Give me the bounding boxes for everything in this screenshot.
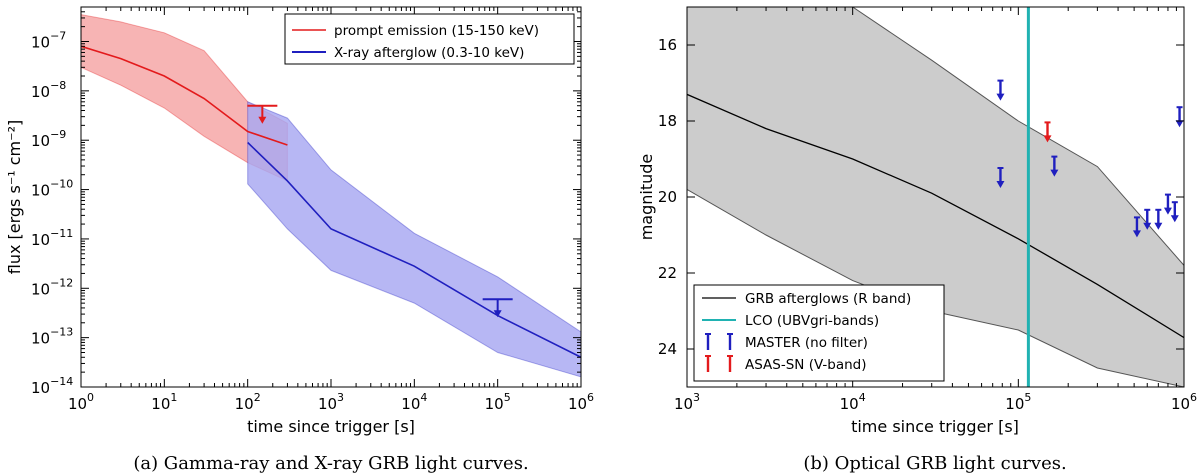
panel-b-legend: GRB afterglows (R band) LCO (UBVgri-bands… [693, 284, 945, 382]
y-tick-label: 10−7 [31, 29, 66, 51]
panel-b-xlabel: time since trigger [s] [851, 417, 1019, 436]
legend-label-0: prompt emission (15-150 keV) [334, 23, 539, 39]
legend-label-2: MASTER (no filter) [745, 335, 868, 351]
x-tick-label: 103 [674, 391, 700, 413]
y-tick-label: 22 [658, 264, 677, 282]
upper-limit-series-0-0 [247, 104, 278, 124]
x-tick-label: 100 [68, 391, 94, 413]
limit-arrowhead [1132, 230, 1141, 238]
master-upper-limit-7 [1170, 201, 1179, 223]
panel-a-ylabel: flux [ergs s⁻¹ cm⁻²] [5, 120, 24, 275]
line-series-0 [81, 45, 288, 146]
asassn-upper-limit-0 [1043, 121, 1052, 143]
master-upper-limit-1 [996, 167, 1005, 188]
limit-arrowhead [1170, 215, 1179, 223]
y-tick-label: 10−11 [31, 227, 73, 249]
limit-arrowhead [1143, 222, 1152, 230]
panel-b-legend-box [693, 284, 945, 382]
panel-b-bands [687, 7, 1184, 387]
x-tick-label: 104 [840, 391, 866, 413]
x-tick-label: 105 [485, 391, 511, 413]
limit-arrowhead [996, 93, 1005, 101]
panel-a-caption: (a) Gamma-ray and X-ray GRB light curves… [133, 453, 528, 474]
legend-label-0: GRB afterglows (R band) [745, 291, 911, 307]
panel-a-marks [247, 104, 513, 318]
y-tick-label: 10−13 [31, 326, 73, 348]
x-tick-label: 106 [568, 391, 594, 413]
panel-a-xlabel: time since trigger [s] [247, 417, 415, 436]
legend-label-1: X-ray afterglow (0.3-10 keV) [334, 45, 524, 61]
panel-b-caption: (b) Optical GRB light curves. [803, 453, 1066, 474]
band-series-1 [247, 101, 581, 378]
master-upper-limit-0 [996, 79, 1005, 101]
x-tick-label: 105 [1005, 391, 1031, 413]
y-tick-label: 18 [658, 112, 677, 130]
panel-a-bands [81, 14, 581, 378]
x-tick-label: 101 [151, 391, 177, 413]
x-tick-label: 106 [1171, 391, 1197, 413]
y-tick-label: 16 [658, 36, 677, 54]
legend-swatch-3 [705, 355, 733, 372]
master-upper-limit-2 [1050, 155, 1059, 177]
panel-a-legend-box [284, 13, 575, 65]
panel-b-axes: 103 104 105 106 16 18 20 22 24 [658, 6, 1197, 413]
legend-label-1: LCO (UBVgri-bands) [745, 313, 879, 329]
x-tick-label: 104 [401, 391, 427, 413]
limit-arrowhead [1043, 135, 1052, 143]
master-upper-limit-6 [1163, 193, 1172, 215]
limit-arrowhead [1154, 222, 1163, 230]
panel-a-axes: 100 101 102 103 104 105 106 10−7 10−8 10−9 10−10 10… [31, 6, 594, 413]
upper-limit-series-1-0 [482, 298, 513, 318]
master-upper-limit-3 [1132, 216, 1141, 238]
y-tick-label: 10−14 [31, 375, 73, 397]
master-upper-limit-4 [1143, 208, 1152, 230]
panel-a-lines [81, 45, 581, 359]
panel-b-marks [996, 79, 1184, 238]
y-tick-label: 24 [658, 340, 677, 358]
limit-arrowhead [258, 116, 267, 124]
line-grb-afterglows [687, 93, 1184, 339]
panel-a-legend: prompt emission (15-150 keV) X-ray afterg… [284, 13, 575, 65]
x-tick-label: 103 [318, 391, 344, 413]
panel-b-ylabel: magnitude [637, 154, 656, 241]
limit-arrowhead [1175, 120, 1184, 128]
legend-label-3: ASAS-SN (V-band) [745, 357, 867, 373]
band-grb-afterglows [687, 7, 1184, 387]
limit-arrowhead [1050, 169, 1059, 177]
y-tick-label: 10−9 [31, 128, 66, 150]
master-upper-limit-5 [1154, 208, 1163, 230]
line-series-1 [247, 141, 581, 359]
y-tick-label: 10−8 [31, 79, 66, 101]
y-tick-label: 20 [658, 188, 677, 206]
limit-arrowhead [493, 310, 502, 318]
limit-arrowhead [1163, 207, 1172, 215]
limit-arrowhead [996, 181, 1005, 188]
panel-b-lines [687, 7, 1184, 387]
y-tick-label: 10−10 [31, 178, 73, 200]
y-tick-label: 10−12 [31, 276, 73, 298]
legend-swatch-2 [705, 333, 733, 350]
master-upper-limit-8 [1175, 106, 1184, 128]
x-tick-label: 102 [235, 391, 261, 413]
